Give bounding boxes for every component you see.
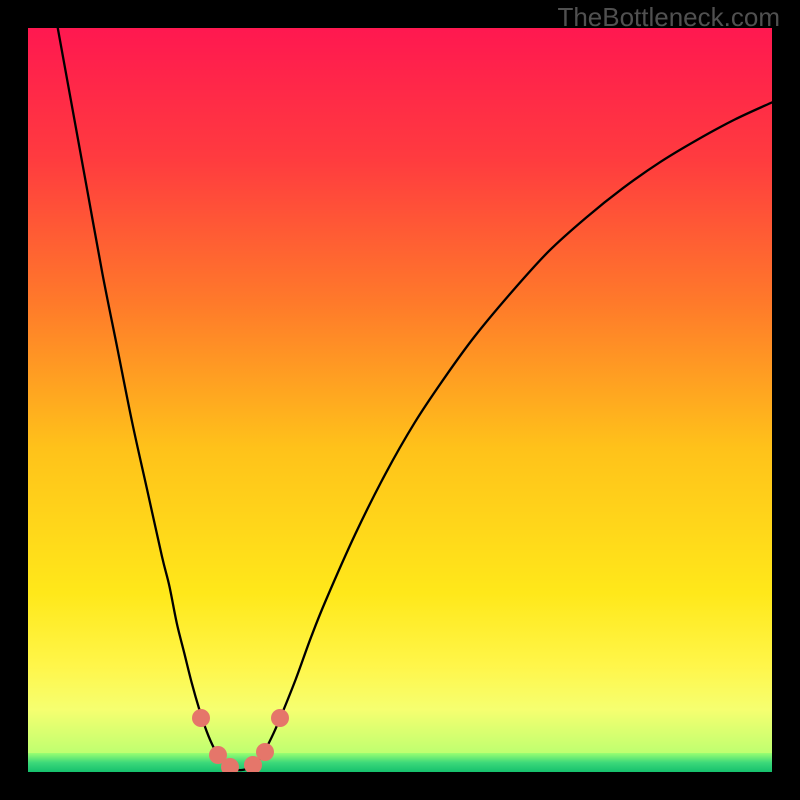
curve-marker bbox=[192, 709, 210, 727]
curve-marker bbox=[256, 743, 274, 761]
chart-container: TheBottleneck.com bbox=[0, 0, 800, 800]
curve-marker bbox=[221, 758, 239, 772]
curve-marker bbox=[271, 709, 289, 727]
watermark-text: TheBottleneck.com bbox=[557, 2, 780, 33]
bottleneck-curve bbox=[28, 28, 772, 772]
chart-plot-area bbox=[28, 28, 772, 772]
